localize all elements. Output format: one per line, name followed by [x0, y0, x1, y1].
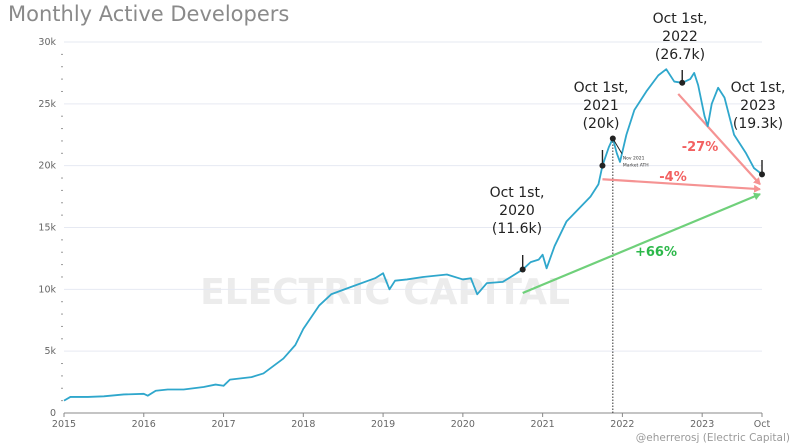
y-tick-label: 20k [38, 161, 56, 172]
marker-dot [759, 171, 765, 178]
x-tick-label: 2020 [451, 419, 475, 430]
series-line [63, 68, 763, 402]
x-tick-label: 2021 [531, 419, 555, 430]
x-tick-label: 2016 [132, 419, 156, 430]
marker-label: 2022 [662, 29, 698, 45]
x-tick-label: 2022 [610, 419, 634, 430]
ath-label: Nov 2021 [623, 155, 645, 161]
x-tick-label: 2018 [291, 419, 315, 430]
y-tick-label: 5k [44, 346, 56, 357]
ath-label: Market ATH [623, 162, 649, 168]
ath-leader [612, 138, 623, 154]
marker-label: Oct 1st, [653, 11, 708, 27]
y-tick-label: 10k [38, 284, 56, 295]
marker-label: Oct 1st, [731, 80, 786, 96]
marker-label: (26.7k) [655, 47, 705, 63]
x-tick-label: Oct [754, 419, 771, 430]
marker-label: Oct 1st, [574, 80, 629, 96]
arrow-label: +66% [635, 245, 677, 260]
marker-label: (11.6k) [492, 221, 542, 237]
arrow-label: -4% [659, 170, 686, 185]
x-tick-label: 2019 [371, 419, 395, 430]
marker-label: (19.3k) [733, 116, 783, 132]
marker-label: 2023 [740, 98, 776, 114]
x-tick-label: 2017 [211, 419, 235, 430]
marker-label: (20k) [583, 116, 620, 132]
marker-label: Oct 1st, [490, 185, 545, 201]
marker-dot [679, 79, 686, 86]
y-tick-label: 0 [50, 408, 56, 419]
marker-label: 2020 [499, 203, 535, 219]
credit-text: @eherrerosj (Electric Capital) [635, 432, 790, 444]
marker-dot [599, 162, 606, 169]
y-tick-label: 25k [38, 99, 56, 110]
x-tick-label: 2023 [690, 419, 714, 430]
chart-title: Monthly Active Developers [8, 2, 290, 26]
arrow-label: -27% [682, 140, 719, 155]
y-tick-label: 30k [38, 37, 56, 48]
y-tick-label: 15k [38, 223, 56, 234]
marker-label: 2021 [583, 98, 619, 114]
trend-arrow [602, 178, 761, 193]
trend-arrow [677, 93, 761, 185]
x-tick-label: 2015 [52, 419, 76, 430]
marker-dot [519, 266, 526, 273]
trend-arrow [522, 192, 761, 295]
